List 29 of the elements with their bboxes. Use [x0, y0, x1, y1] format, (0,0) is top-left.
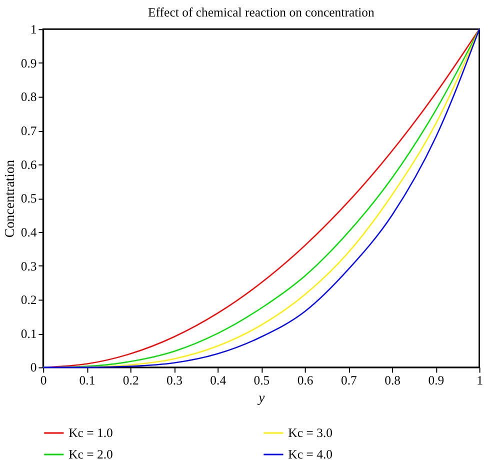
- legend-label: Kc = 3.0: [288, 426, 333, 440]
- y-tick-label: 0.9: [20, 56, 37, 70]
- y-tick-label: 0.7: [20, 124, 37, 138]
- y-tick-label: 0.4: [20, 225, 38, 240]
- x-tick-label: 0.1: [79, 373, 96, 388]
- legend-label: Kc = 2.0: [68, 447, 113, 462]
- x-axis-title: y: [256, 390, 266, 406]
- y-tick-label: 1: [30, 22, 37, 37]
- y-tick-label: 0: [30, 360, 37, 375]
- x-tick-label: 0.4: [210, 373, 227, 388]
- x-tick-label: 0.2: [122, 373, 139, 388]
- y-tick-label: 0.6: [20, 158, 37, 172]
- y-axis-title: Concentration: [2, 160, 17, 238]
- x-tick-label: 0.8: [384, 373, 401, 388]
- x-tick-label: 0.3: [166, 373, 182, 388]
- x-tick-label: 1: [476, 373, 483, 388]
- y-tick-label: 0.2: [20, 293, 37, 308]
- legend-label: Kc = 1.0: [68, 426, 113, 440]
- x-tick-label: 0.7: [340, 373, 357, 388]
- x-tick-label: 0.5: [254, 373, 270, 388]
- y-tick-label: 0.5: [20, 192, 37, 206]
- y-tick-label: 0.1: [20, 326, 37, 341]
- y-tick-label: 0.3: [20, 259, 37, 274]
- y-tick-label: 0.8: [20, 90, 37, 104]
- x-tick-label: 0: [40, 373, 47, 388]
- x-tick-label: 0.6: [297, 373, 314, 388]
- x-tick-label: 0.9: [428, 373, 444, 388]
- legend-label: Kc = 4.0: [288, 447, 333, 462]
- chart-title: Effect of chemical reaction on concentration: [148, 5, 376, 20]
